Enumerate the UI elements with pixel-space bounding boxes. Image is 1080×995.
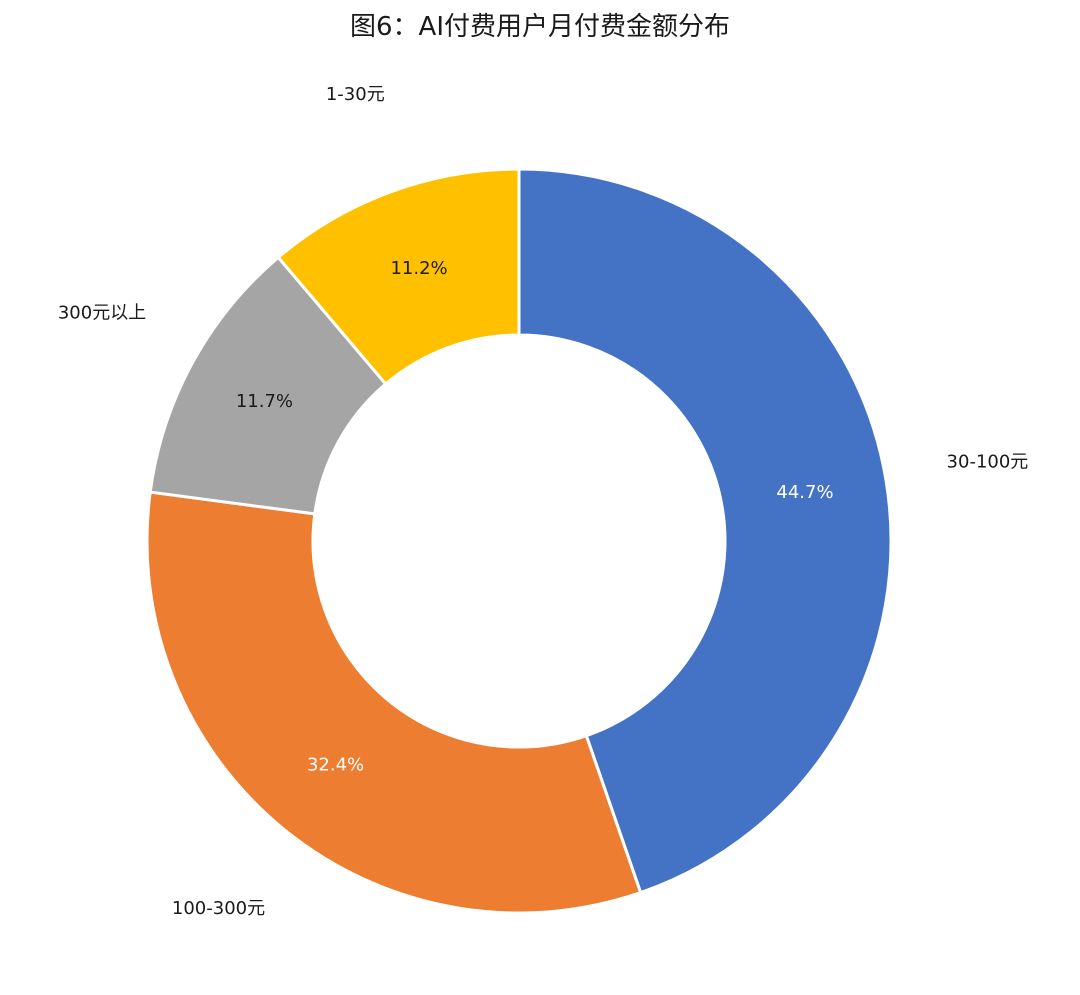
category-label-1: 100-300元 [172,898,265,919]
donut-slice-0 [517,167,893,895]
chart-title: 图6：AI付费用户月付费金额分布 [350,12,730,42]
value-label-0: 44.7% [776,482,833,503]
donut-slice-3 [276,167,521,387]
donut-slice-1 [145,490,643,915]
value-label-2: 11.7% [236,391,293,412]
value-label-1: 32.4% [307,755,364,776]
donut-slice-2 [148,255,388,516]
category-label-3: 1-30元 [326,84,385,105]
category-label-0: 30-100元 [947,451,1029,472]
category-label-2: 300元以上 [58,302,146,323]
value-label-3: 11.2% [390,258,447,279]
